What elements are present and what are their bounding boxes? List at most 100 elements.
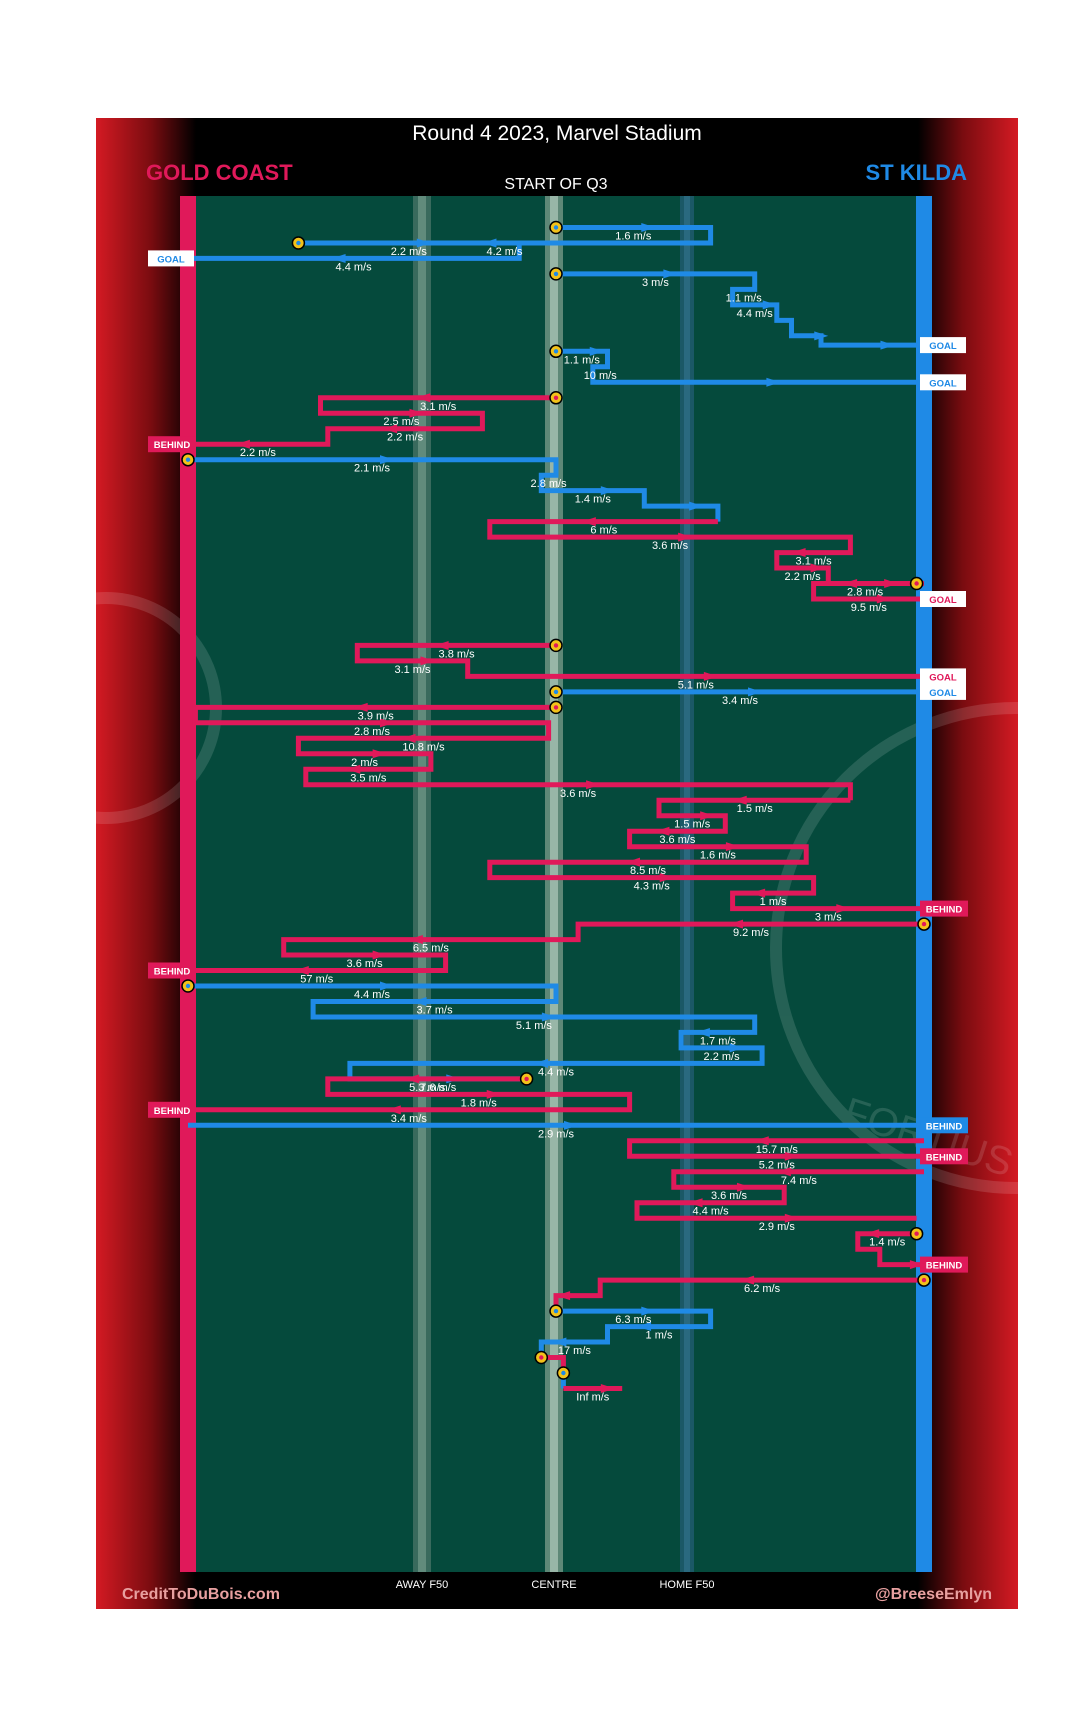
chain-16-arrow-0	[754, 1136, 769, 1146]
chain-8-arrow-0	[434, 640, 449, 650]
chain-3-arrow-0	[589, 346, 604, 356]
left-gradient	[96, 118, 196, 1609]
chain-20-arrow-2	[552, 1337, 567, 1347]
chain-10-arrow-1	[380, 718, 394, 728]
chain-13-speed-label-1: 3.7 m/s	[417, 1005, 454, 1017]
chain-10-speed-label-5: 3.6 m/s	[560, 788, 597, 800]
chain-17-speed-label-1: 3.6 m/s	[711, 1190, 748, 1202]
chain-6-speed-label-2: 3.1 m/s	[796, 556, 833, 568]
chain-11-outcome-box	[920, 900, 968, 917]
chain-20-start-marker-dot	[553, 1308, 559, 1314]
chain-13-speed-label-6: 7.6 m/s	[420, 1082, 457, 1094]
chain-1-speed-label-1: 4.4 m/s	[336, 261, 373, 273]
chain-20-arrow-1	[637, 1322, 652, 1332]
chain-4-arrow-0	[416, 393, 431, 403]
chain-8-start-marker-dot	[553, 643, 559, 648]
chain-8-outcome-box	[920, 668, 966, 685]
chain-10-path	[192, 704, 853, 801]
chain-1-outcome-badge: GOAL	[148, 250, 194, 267]
chain-12-speed-label-1: 6.5 m/s	[413, 943, 450, 955]
chain-10-speed-label-1: 2.8 m/s	[354, 726, 391, 738]
chain-8-outcome-text: GOAL	[929, 672, 957, 683]
chain-4-arrow-1	[409, 408, 424, 418]
chain-15-outcome-text: BEHIND	[926, 1121, 963, 1132]
chain-14-speed-label-0: 5.3 m/s	[409, 1082, 446, 1094]
team-left-name: GOLD COAST	[146, 160, 293, 185]
chain-8-arrow-2	[703, 671, 718, 681]
away-f50-line	[418, 196, 426, 1572]
chain-11-speed-label-5: 4.3 m/s	[634, 881, 671, 893]
chain-4-speed-label-2: 2.2 m/s	[387, 432, 424, 444]
chain-5-start-marker-dot	[185, 457, 191, 462]
chain-8-path	[354, 642, 924, 679]
chain-16-outcome-text: BEHIND	[926, 1152, 963, 1163]
chain-14-start-marker-dot	[524, 1076, 529, 1082]
chain-8-arrow-1	[420, 656, 435, 666]
chain-11-speed-label-2: 3.6 m/s	[659, 834, 696, 846]
chain-5-speed-label-1: 2.8 m/s	[531, 478, 568, 490]
chain-10-arrow-0	[353, 702, 368, 712]
chain-2-arrow-5	[880, 340, 895, 350]
chain-13-path	[188, 983, 765, 1082]
chain-14-outcome-text: BEHIND	[154, 1106, 191, 1117]
chain-10-speed-label-2: 10.8 m/s	[402, 741, 445, 753]
chain-14-outcome-badge: BEHIND	[148, 1101, 196, 1118]
team-right-name: ST KILDA	[866, 160, 968, 185]
chain-4-speed-label-1: 2.5 m/s	[383, 416, 420, 428]
chain-14-speed-label-2: 3.4 m/s	[391, 1113, 428, 1125]
chain-17-arrow-3	[784, 1213, 799, 1223]
chain-11-speed-label-6: 1 m/s	[760, 896, 787, 908]
chain-6-speed-label-0: 6 m/s	[590, 525, 617, 537]
possession-chains	[188, 222, 924, 1393]
speed-labels: 1.6 m/s 4.2 m/s 2.2 m/s 4.4 m/s 3 m/s 1.1 m/s…	[240, 231, 906, 1404]
chart-title: Round 4 2023, Marvel Stadium	[412, 122, 702, 145]
chain-11-arrow-7	[836, 904, 851, 914]
chain-11-path	[487, 797, 924, 912]
home-f50-line	[684, 196, 690, 1572]
chain-11-speed-label-3: 1.6 m/s	[700, 850, 737, 862]
chain-1-arrow-1	[331, 253, 346, 263]
chain-12-speed-label-3: 57 m/s	[300, 974, 334, 986]
axis-label-away-f50: AWAY F50	[396, 1579, 449, 1591]
chain-9-start-marker-dot	[553, 689, 559, 695]
chain-0-start-marker-dot	[553, 225, 559, 230]
chain-19-path	[553, 1277, 924, 1312]
chain-13-arrow-2	[541, 1012, 556, 1022]
chain-6-arrow-2	[791, 548, 806, 558]
chain-1-path	[188, 240, 522, 261]
chain-13-start-marker-dot	[185, 983, 191, 989]
chain-8-outcome-badge: GOAL	[920, 668, 966, 685]
chain-0-speed-label-0: 1.6 m/s	[615, 231, 652, 243]
chain-22-start-marker-dot	[561, 1370, 566, 1376]
chain-15-speed-label-0: 2.9 m/s	[538, 1128, 575, 1140]
chain-11-speed-label-0: 1.5 m/s	[737, 803, 774, 815]
chain-2-outcome-text: GOAL	[929, 341, 957, 352]
chain-7-start-marker-dot	[914, 581, 919, 586]
chain-7-outcome-badge: GOAL	[920, 591, 966, 607]
right-gradient	[918, 118, 1018, 1609]
chain-10-arrow-3	[372, 749, 387, 759]
chain-chart: FORTIUS QUO 1.6 m/s4.2 m/s2.2 m/s4.4 m/s…	[96, 118, 1018, 1609]
chain-12-arrow-3	[294, 966, 309, 976]
chain-6-speed-label-1: 3.6 m/s	[652, 540, 689, 552]
chain-12-arrow-2	[372, 950, 387, 960]
chain-16-outcome-badge: BEHIND	[920, 1148, 968, 1165]
chain-20-speed-label-1: 1 m/s	[646, 1330, 673, 1342]
chain-4-speed-label-0: 3.1 m/s	[420, 401, 457, 413]
chain-4-arrow-2	[383, 424, 398, 434]
chain-4-outcome-box	[148, 436, 196, 453]
chain-7-speed-label-0: 2.8 m/s	[847, 587, 884, 599]
chain-12-outcome-box	[148, 962, 196, 979]
chain-13-arrow-5	[534, 1058, 548, 1068]
chain-15-outcome-badge: BEHIND	[920, 1117, 968, 1134]
chain-4-start-marker-dot	[553, 395, 559, 400]
chain-start-markers	[181, 220, 931, 1380]
chain-13-arrow-3	[695, 1027, 710, 1037]
chain-16-path	[627, 1138, 924, 1159]
chain-14-speed-label-1: 1.8 m/s	[461, 1097, 498, 1109]
chain-18-arrow-2	[909, 1260, 924, 1270]
chain-11-arrow-2	[655, 826, 670, 836]
chain-3-outcome-text: GOAL	[929, 378, 957, 389]
chain-17-arrow-0	[776, 1167, 791, 1177]
chain-2-outcome-box	[920, 337, 966, 354]
